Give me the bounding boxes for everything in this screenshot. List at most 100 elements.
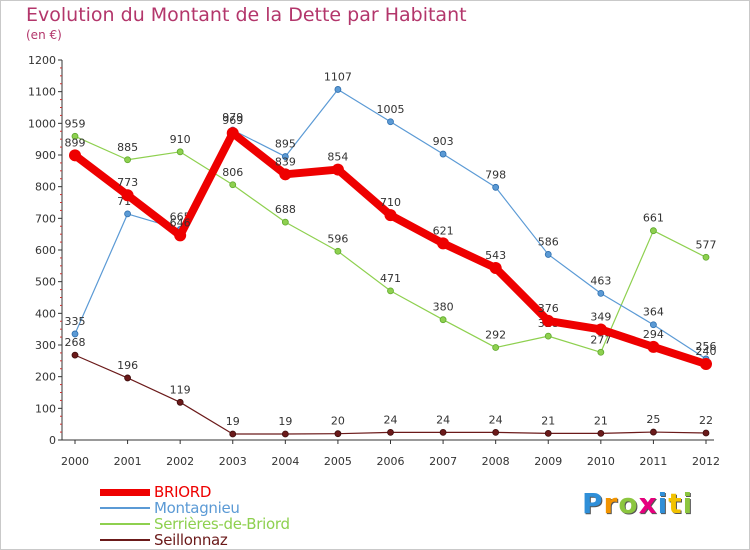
x-tick-label: 2011 — [639, 455, 667, 468]
logo-letter: x — [638, 487, 658, 520]
legend-label: BRIORD — [154, 483, 212, 501]
y-tick-label: 200 — [35, 371, 56, 384]
x-tick-label: 2004 — [271, 455, 299, 468]
data-point — [176, 148, 184, 156]
data-point — [387, 118, 394, 126]
data-point — [124, 156, 131, 164]
x-tick-label: 2007 — [429, 455, 457, 468]
data-label: 899 — [65, 136, 86, 149]
data-point — [281, 153, 289, 160]
data-label: 710 — [380, 196, 401, 209]
data-point — [492, 344, 500, 351]
legend-swatch — [100, 523, 150, 525]
data-point — [71, 351, 79, 359]
data-label: 596 — [327, 232, 348, 245]
series-line-briord — [71, 129, 710, 368]
data-point — [439, 316, 447, 324]
y-tick-label: 1200 — [28, 54, 56, 67]
data-label: 854 — [327, 151, 348, 164]
y-tick-label: 500 — [35, 276, 56, 289]
data-point — [334, 86, 342, 93]
legend-swatch — [100, 507, 150, 509]
data-label: 688 — [275, 203, 296, 216]
data-point — [544, 332, 552, 340]
data-label: 773 — [117, 176, 138, 189]
data-point — [331, 163, 344, 176]
data-point — [124, 374, 131, 382]
data-point — [492, 183, 500, 191]
legend-swatch — [100, 539, 150, 541]
data-point — [439, 150, 447, 158]
legend-label: Seillonnaz — [154, 531, 228, 549]
data-label: 268 — [65, 336, 86, 349]
data-label: 543 — [485, 249, 506, 262]
data-point — [229, 430, 237, 438]
series-line-serri-res-de-briord — [74, 135, 707, 353]
y-tick-label: 100 — [35, 402, 56, 415]
data-point — [124, 210, 131, 218]
x-tick-label: 2010 — [587, 455, 615, 468]
data-label: 646 — [170, 216, 191, 229]
chart-subtitle: (en €) — [26, 28, 62, 42]
y-tick-label: 400 — [35, 307, 56, 320]
data-label: 19 — [278, 415, 292, 428]
x-tick-label: 2002 — [166, 455, 194, 468]
data-label: 839 — [275, 155, 296, 168]
data-point — [439, 428, 447, 436]
data-point — [544, 251, 552, 258]
data-label: 277 — [590, 333, 611, 346]
data-label: 969 — [222, 114, 243, 127]
data-label: 335 — [65, 315, 86, 328]
logo-letter: i — [657, 487, 669, 520]
data-point — [647, 340, 660, 353]
x-tick-label: 2009 — [534, 455, 562, 468]
data-point — [489, 262, 502, 275]
y-tick-label: 1000 — [28, 117, 56, 130]
data-point — [387, 428, 394, 436]
data-point — [334, 430, 342, 438]
data-label: 885 — [117, 141, 138, 154]
data-label: 21 — [594, 414, 608, 427]
data-point — [121, 189, 134, 202]
data-point — [174, 229, 187, 242]
data-point — [71, 330, 79, 338]
data-label: 24 — [489, 413, 503, 426]
x-tick-label: 2000 — [61, 455, 89, 468]
x-tick-label: 2006 — [377, 455, 405, 468]
data-label: 661 — [643, 212, 664, 225]
data-label: 24 — [384, 413, 398, 426]
data-point — [702, 253, 710, 261]
data-label: 196 — [117, 359, 138, 372]
data-label: 903 — [433, 135, 454, 148]
data-label: 21 — [541, 414, 555, 427]
logo-letter: P — [582, 487, 604, 520]
data-label: 1005 — [377, 103, 405, 116]
data-label: 621 — [433, 224, 454, 237]
proxiti-logo: Proxiti — [582, 487, 693, 520]
x-tick-label: 2012 — [692, 455, 720, 468]
logo-letter: t — [668, 487, 683, 520]
legend-label: Montagnieu — [154, 499, 240, 517]
data-point — [437, 237, 450, 250]
data-label: 577 — [696, 238, 717, 251]
data-point — [334, 247, 342, 255]
y-tick-label: 800 — [35, 181, 56, 194]
data-point — [281, 430, 289, 438]
data-point — [650, 227, 657, 235]
data-point — [544, 429, 552, 437]
y-tick-label: 1100 — [28, 86, 56, 99]
data-point — [69, 149, 81, 162]
data-point — [650, 428, 657, 436]
y-tick-label: 700 — [35, 212, 56, 225]
logo-letter: i — [682, 487, 694, 520]
data-label: 292 — [485, 329, 506, 342]
data-label: 22 — [699, 414, 713, 427]
data-point — [279, 168, 292, 181]
legend-swatch — [100, 488, 150, 496]
data-point — [229, 181, 237, 189]
data-point — [597, 348, 605, 356]
y-tick-label: 0 — [49, 434, 56, 447]
data-point — [542, 314, 555, 327]
data-point — [281, 218, 289, 226]
